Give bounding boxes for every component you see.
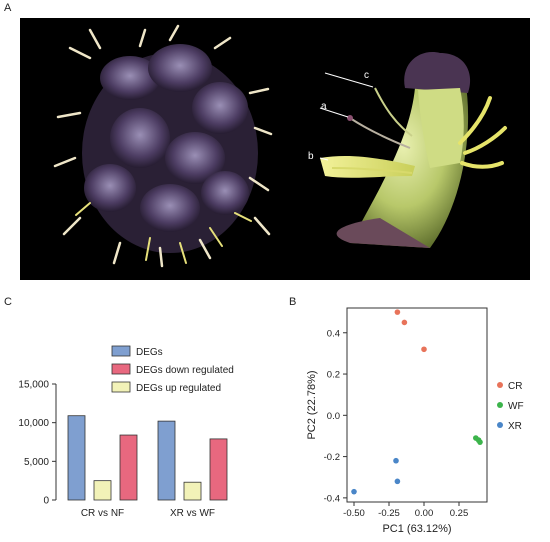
point-cr [401, 319, 408, 326]
legend-swatch [111, 381, 131, 393]
bar-degs-down-regulated [119, 434, 138, 501]
pca-legend: CR WF XR [497, 381, 524, 432]
pca-x-axis-label: PC1 (63.12%) [382, 523, 451, 535]
bar-degs [67, 415, 86, 501]
pca-scatter-plot: -0.50 -0.25 0.00 0.25 -0.4 -0.2 0.0 0.2 0.4 CR WF… [306, 307, 524, 535]
flower-photo-panel: c a b [20, 18, 530, 280]
point-cr [394, 309, 401, 315]
flower-label-c: c [364, 70, 369, 81]
x-tick-label: 0.00 [415, 508, 434, 519]
legend-label: DEGs down regulated [136, 365, 234, 376]
point-xr [394, 478, 401, 485]
y-tick-label: 10,000 [18, 418, 49, 429]
legend-marker-wf [497, 402, 503, 408]
pca-points [351, 309, 483, 495]
bar-chart: DEGs DEGs down regulated DEGs up regulated… [18, 345, 234, 519]
bar-degs-up-regulated [183, 481, 202, 501]
plot-border [346, 307, 488, 503]
panel-label-a: A [4, 2, 12, 14]
legend-label-wf: WF [508, 401, 524, 412]
x-tick-label: -0.50 [343, 508, 365, 519]
bar-legend: DEGs DEGs down regulated DEGs up regulated [111, 345, 234, 394]
bar-degs [157, 420, 176, 501]
y-tick-label: -0.4 [324, 493, 340, 504]
bar-marks [67, 415, 228, 501]
y-tick-label: 5,000 [24, 457, 49, 468]
flower-cluster-image [53, 24, 273, 268]
point-xr [351, 488, 357, 495]
flower-label-b: b [308, 151, 314, 162]
legend-label: DEGs up regulated [136, 383, 221, 394]
legend-label: DEGs [136, 347, 163, 358]
panel-label-c: C [4, 296, 12, 308]
legend-label-xr: XR [508, 421, 522, 432]
point-xr [393, 457, 399, 464]
legend-marker-xr [497, 422, 503, 428]
x-category-label: CR vs NF [81, 508, 124, 519]
point-cr [421, 346, 427, 353]
legend-label-cr: CR [508, 381, 522, 392]
y-tick-label: -0.2 [324, 452, 340, 463]
legend-swatch [111, 345, 131, 357]
x-tick-label: 0.25 [450, 508, 469, 519]
y-tick-label: 0 [43, 496, 49, 507]
y-tick-label: 15,000 [18, 380, 49, 391]
x-category-label: XR vs WF [170, 508, 215, 519]
legend-swatch [111, 363, 131, 375]
pca-y-axis-label: PC2 (22.78%) [306, 370, 318, 439]
pca-plot-frame [346, 307, 488, 503]
y-tick-label: 0.0 [327, 411, 340, 422]
flower-photographs [53, 24, 507, 268]
flower-label-a: a [321, 101, 327, 112]
panel-label-b: B [289, 296, 297, 308]
y-tick-label: 0.2 [327, 370, 340, 381]
bar-y-axis: 0 5,000 10,000 15,000 [18, 380, 57, 507]
legend-marker-cr [497, 382, 503, 388]
x-tick-label: -0.25 [378, 508, 400, 519]
bar-degs-up-regulated [93, 480, 112, 501]
y-tick-label: 0.4 [327, 328, 340, 339]
point-wf [477, 439, 483, 445]
pca-axis-ticks: -0.50 -0.25 0.00 0.25 -0.4 -0.2 0.0 0.2 0.4 [324, 328, 469, 519]
bar-degs-down-regulated [209, 438, 228, 501]
bar-x-axis-labels: CR vs NF XR vs WF [81, 508, 215, 519]
single-flower-image [319, 52, 507, 248]
